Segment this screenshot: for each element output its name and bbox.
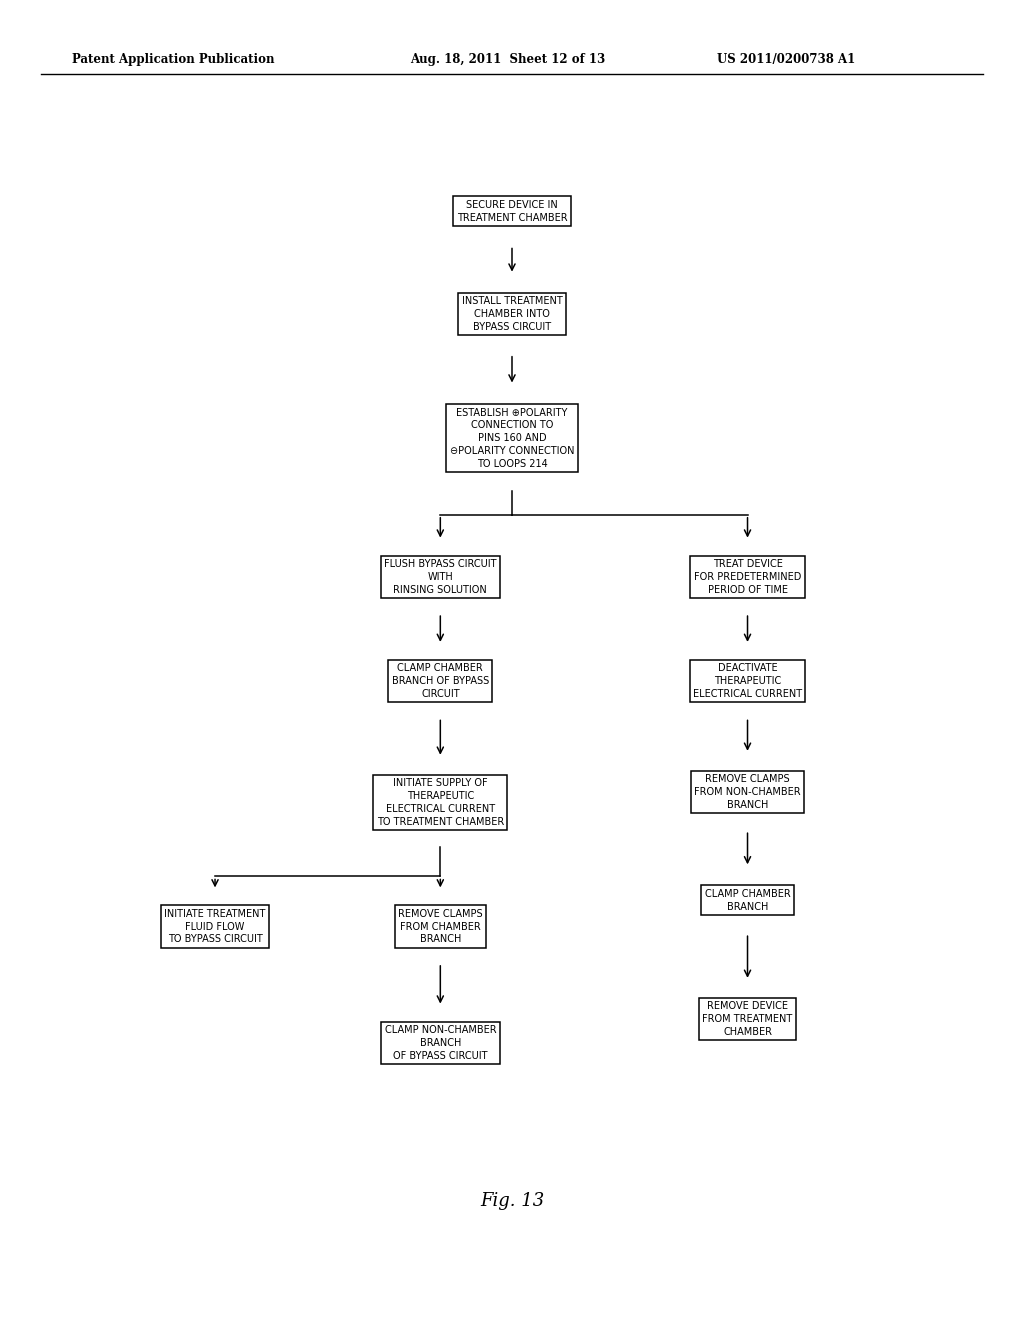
Text: Patent Application Publication: Patent Application Publication: [72, 53, 274, 66]
Text: Aug. 18, 2011  Sheet 12 of 13: Aug. 18, 2011 Sheet 12 of 13: [410, 53, 605, 66]
Text: TREAT DEVICE
FOR PREDETERMINED
PERIOD OF TIME: TREAT DEVICE FOR PREDETERMINED PERIOD OF…: [694, 560, 801, 594]
Text: US 2011/0200738 A1: US 2011/0200738 A1: [717, 53, 855, 66]
Text: REMOVE DEVICE
FROM TREATMENT
CHAMBER: REMOVE DEVICE FROM TREATMENT CHAMBER: [702, 1002, 793, 1036]
Text: REMOVE CLAMPS
FROM NON-CHAMBER
BRANCH: REMOVE CLAMPS FROM NON-CHAMBER BRANCH: [694, 775, 801, 809]
Text: FLUSH BYPASS CIRCUIT
WITH
RINSING SOLUTION: FLUSH BYPASS CIRCUIT WITH RINSING SOLUTI…: [384, 560, 497, 594]
Text: INITIATE TREATMENT
FLUID FLOW
TO BYPASS CIRCUIT: INITIATE TREATMENT FLUID FLOW TO BYPASS …: [165, 909, 265, 944]
Text: CLAMP NON-CHAMBER
BRANCH
OF BYPASS CIRCUIT: CLAMP NON-CHAMBER BRANCH OF BYPASS CIRCU…: [384, 1026, 497, 1060]
Text: CLAMP CHAMBER
BRANCH: CLAMP CHAMBER BRANCH: [705, 888, 791, 912]
Text: INITIATE SUPPLY OF
THERAPEUTIC
ELECTRICAL CURRENT
TO TREATMENT CHAMBER: INITIATE SUPPLY OF THERAPEUTIC ELECTRICA…: [377, 779, 504, 826]
Text: DEACTIVATE
THERAPEUTIC
ELECTRICAL CURRENT: DEACTIVATE THERAPEUTIC ELECTRICAL CURREN…: [693, 664, 802, 698]
Text: CLAMP CHAMBER
BRANCH OF BYPASS
CIRCUIT: CLAMP CHAMBER BRANCH OF BYPASS CIRCUIT: [392, 664, 488, 698]
Text: ESTABLISH ⊕POLARITY
CONNECTION TO
PINS 160 AND
⊖POLARITY CONNECTION
TO LOOPS 214: ESTABLISH ⊕POLARITY CONNECTION TO PINS 1…: [450, 408, 574, 469]
Text: Fig. 13: Fig. 13: [480, 1192, 544, 1210]
Text: INSTALL TREATMENT
CHAMBER INTO
BYPASS CIRCUIT: INSTALL TREATMENT CHAMBER INTO BYPASS CI…: [462, 297, 562, 331]
Text: REMOVE CLAMPS
FROM CHAMBER
BRANCH: REMOVE CLAMPS FROM CHAMBER BRANCH: [398, 909, 482, 944]
Text: SECURE DEVICE IN
TREATMENT CHAMBER: SECURE DEVICE IN TREATMENT CHAMBER: [457, 199, 567, 223]
